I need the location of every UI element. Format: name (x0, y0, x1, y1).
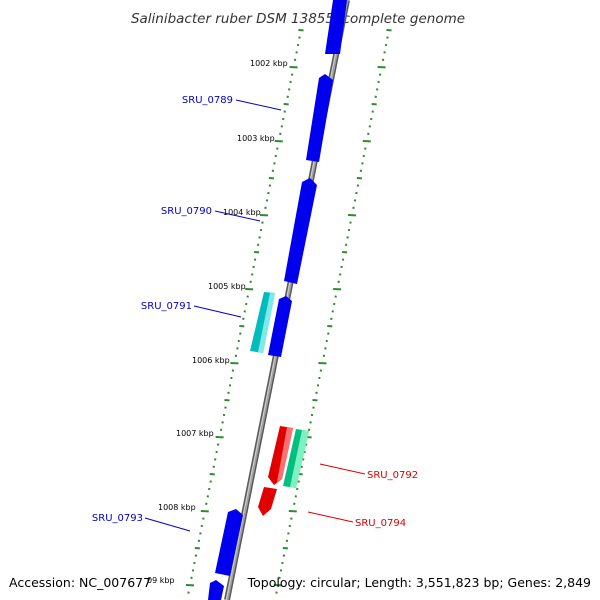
gene-arrow-sru-0792-red-highlight (277, 427, 293, 482)
gene-leader-lines (144, 99, 366, 532)
kbp-label: 1002 kbp (250, 59, 288, 68)
gene-arrow-bottom-partial[interactable] (208, 580, 224, 600)
accession-text: Accession: NC_007677 (9, 575, 151, 590)
gene-label-sru-0789[interactable]: SRU_0789 (182, 95, 233, 106)
gene-arrow-sru-0791-cyan-highlight (258, 293, 275, 353)
gene-arrow-sru-0790[interactable] (284, 178, 317, 284)
forward-strand-genes (208, 0, 347, 600)
kbp-tick-marks (185, 29, 392, 594)
topology-text: Topology: circular; Length: 3,551,823 bp… (247, 575, 591, 590)
gene-label-sru-0793[interactable]: SRU_0793 (92, 513, 143, 524)
gene-arrow-sru-0792-highlight (290, 430, 309, 488)
kbp-label: 1007 kbp (176, 429, 214, 438)
gene-label-sru-0792[interactable]: SRU_0792 (367, 470, 418, 481)
kbp-label: 1008 kbp (158, 503, 196, 512)
gene-arrow-sru-0789[interactable] (306, 74, 333, 162)
kbp-label: 1004 kbp (223, 208, 261, 217)
kbp-label: 1005 kbp (208, 282, 246, 291)
kbp-label: 09 kbp (147, 576, 175, 585)
kbp-label: 1003 kbp (237, 134, 275, 143)
kbp-label: 1006 kbp (192, 356, 230, 365)
gene-arrow-top-partial[interactable] (325, 0, 347, 54)
kbp-labels: 1002 kbp 1003 kbp 1004 kbp 1005 kbp 1006… (147, 59, 288, 585)
gene-arrow-sru-0794[interactable] (258, 487, 277, 516)
gene-label-sru-0791[interactable]: SRU_0791 (141, 301, 192, 312)
gene-arrow-blue-small[interactable] (268, 296, 292, 357)
reverse-strand-genes (258, 426, 309, 516)
gene-label-sru-0790[interactable]: SRU_0790 (161, 206, 212, 217)
map-title: Salinibacter ruber DSM 13855, complete g… (131, 11, 465, 27)
gene-label-sru-0794[interactable]: SRU_0794 (355, 518, 406, 529)
gene-arrow-sru-0793[interactable] (215, 509, 243, 576)
gene-labels: SRU_0789 SRU_0790 SRU_0791 SRU_0793 SRU_… (92, 95, 418, 529)
